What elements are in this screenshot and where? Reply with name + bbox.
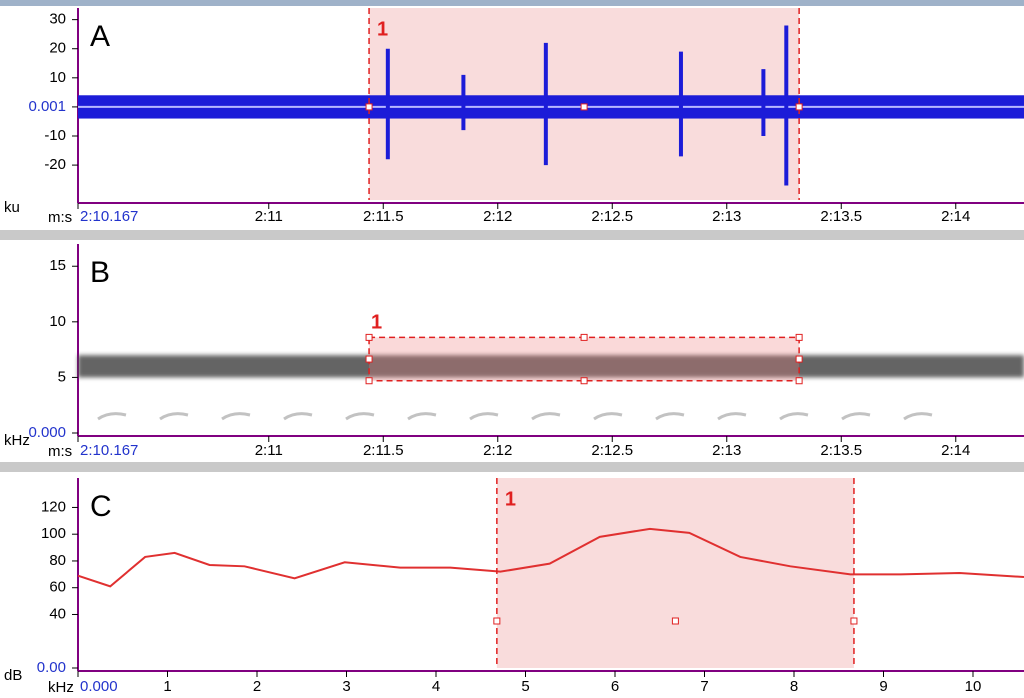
x-tick-label: 1 xyxy=(163,678,171,695)
panel: 0.00 40 60 80 100 120 0.000 1 2 3 4 5 6 7 8 9 10 dB kHz 1 C xyxy=(4,478,1024,696)
y-tick-label: 30 xyxy=(49,11,66,28)
y-axis-label: dB xyxy=(4,667,22,684)
chirp xyxy=(593,412,623,421)
y-axis-label: ku xyxy=(4,199,20,216)
y-tick-label: 5 xyxy=(58,368,66,385)
top-bar xyxy=(0,0,1024,6)
x-tick-label: 2:13 xyxy=(712,442,741,459)
y-tick-label: 20 xyxy=(49,40,66,57)
panel-letter: A xyxy=(90,20,110,53)
y-tick-label: 0.00 xyxy=(37,659,66,676)
selection-label: 1 xyxy=(377,18,388,40)
x-tick-label: 2:11 xyxy=(255,208,283,225)
y-tick-label: 80 xyxy=(49,552,66,569)
chirp xyxy=(841,412,871,421)
y-tick-label: 0.001 xyxy=(28,98,66,115)
x-tick-label: 4 xyxy=(432,678,440,695)
chirp xyxy=(717,412,747,421)
selection-handle xyxy=(580,377,588,385)
y-tick-label: 120 xyxy=(41,498,66,515)
chirp xyxy=(779,412,809,421)
x-tick-label: 2:13.5 xyxy=(820,442,862,459)
y-axis-label: kHz xyxy=(4,432,30,449)
selection-handle xyxy=(365,103,373,111)
panel-letter: B xyxy=(90,256,110,289)
selection-handle xyxy=(365,333,373,341)
x-tick-label: 2:12 xyxy=(483,442,512,459)
x-axis-label: kHz xyxy=(48,679,74,696)
y-tick-label: 60 xyxy=(49,579,66,596)
x-tick-label: 5 xyxy=(521,678,529,695)
selection-label: 1 xyxy=(505,488,516,510)
x-tick-label: 9 xyxy=(879,678,887,695)
x-tick-label: 10 xyxy=(965,678,982,695)
selection-handle xyxy=(493,617,501,625)
y-tick-label: 10 xyxy=(49,69,66,86)
panel: -20 -10 0.001 10 20 30 2:10.167 2:11 2:11.5 2:12 2… xyxy=(4,8,1024,226)
selection-handle xyxy=(795,355,803,363)
x-tick-label: 2:12 xyxy=(483,208,512,225)
selection-handle xyxy=(365,377,373,385)
x-tick-label: 2:11.5 xyxy=(363,208,404,225)
x-tick-label: 6 xyxy=(611,678,619,695)
y-tick-label: 40 xyxy=(49,605,66,622)
x-tick-label: 2:10.167 xyxy=(80,442,138,459)
x-tick-label: 2:13.5 xyxy=(820,208,862,225)
y-tick-label: 100 xyxy=(41,525,66,542)
y-tick-label: -20 xyxy=(44,156,66,173)
x-tick-label: 2:14 xyxy=(941,442,970,459)
selection-handle xyxy=(795,103,803,111)
selection-handle xyxy=(365,355,373,363)
y-tick-label: 15 xyxy=(49,257,66,274)
selection-handle xyxy=(580,333,588,341)
x-tick-label: 0.000 xyxy=(80,678,118,695)
chirp xyxy=(407,412,437,421)
y-tick-label: 10 xyxy=(49,313,66,330)
x-axis-label: m:s xyxy=(48,209,72,226)
panel: 0.000 5 10 15 2:10.167 2:11 2:11.5 2:12 2:12.5 2:… xyxy=(4,244,1024,460)
chirp xyxy=(655,412,685,421)
chirp xyxy=(903,412,933,421)
separator xyxy=(0,230,1024,240)
selection-handle xyxy=(671,617,679,625)
chirp xyxy=(531,412,561,421)
selection-box xyxy=(368,336,800,382)
x-tick-label: 2:12.5 xyxy=(591,208,633,225)
selection-area xyxy=(496,478,854,668)
x-tick-label: 2 xyxy=(253,678,261,695)
selection-handle xyxy=(850,617,858,625)
x-tick-label: 7 xyxy=(700,678,708,695)
selection-handle xyxy=(795,377,803,385)
x-tick-label: 8 xyxy=(790,678,798,695)
x-tick-label: 2:11.5 xyxy=(363,442,404,459)
y-tick-label: -10 xyxy=(44,127,66,144)
x-tick-label: 3 xyxy=(342,678,350,695)
x-tick-label: 2:11 xyxy=(255,442,283,459)
x-tick-label: 2:12.5 xyxy=(591,442,633,459)
selection-handle xyxy=(795,333,803,341)
panel-letter: C xyxy=(90,490,112,523)
chirp xyxy=(469,412,499,421)
x-tick-label: 2:14 xyxy=(941,208,970,225)
x-tick-label: 2:13 xyxy=(712,208,741,225)
chirp xyxy=(345,412,375,421)
chirp xyxy=(159,412,189,421)
x-tick-label: 2:10.167 xyxy=(80,208,138,225)
separator xyxy=(0,462,1024,472)
chirp xyxy=(221,412,251,421)
x-axis-label: m:s xyxy=(48,443,72,460)
y-tick-label: 0.000 xyxy=(28,424,66,441)
selection-label: 1 xyxy=(371,312,382,334)
chirp xyxy=(97,412,127,421)
chirp xyxy=(283,412,313,421)
selection-handle xyxy=(580,103,588,111)
spectrum-line xyxy=(77,527,1024,588)
